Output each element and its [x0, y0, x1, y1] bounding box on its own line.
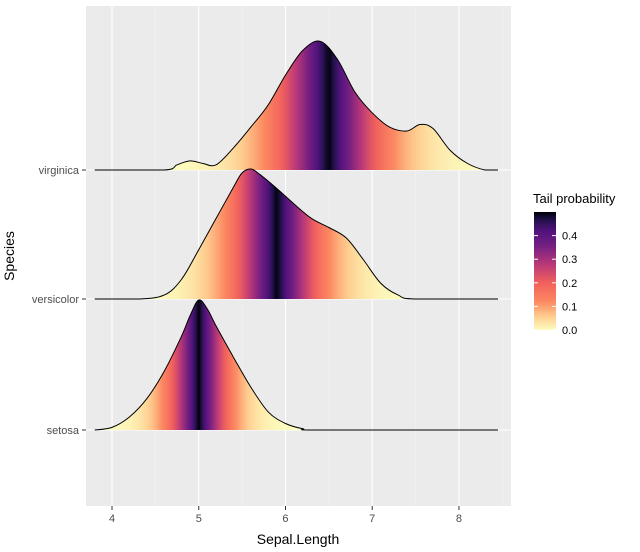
x-tick-label: 4 [109, 513, 115, 525]
legend-label: 0.4 [562, 231, 577, 243]
ridge-outline-virginica [94, 40, 498, 171]
legend-label: 0.2 [562, 278, 577, 290]
y-tick-label: virginica [39, 165, 80, 177]
ridge-fill-virginica [94, 41, 498, 171]
y-axis-title: Species [1, 231, 17, 281]
x-tick-label: 7 [369, 513, 375, 525]
density-ridges [94, 40, 498, 431]
x-tick-label: 5 [196, 513, 202, 525]
y-tick-label: setosa [47, 425, 80, 437]
y-tick-label: versicolor [32, 294, 79, 306]
x-tick-label: 6 [282, 513, 288, 525]
legend-title: Tail probability [533, 191, 616, 206]
ridge-fill-setosa [94, 299, 498, 430]
legend: Tail probability 0.4 0.3 0.2 0.1 0.0 [533, 191, 616, 337]
x-axis-title: Sepal.Length [257, 531, 340, 547]
axes: 4 5 6 7 8 setosa versicolor virginica [32, 165, 462, 525]
legend-colorbar [534, 212, 556, 330]
ridge-fill-versicolor [94, 168, 498, 299]
legend-ticks: 0.4 0.3 0.2 0.1 0.0 [534, 231, 577, 337]
x-tick-label: 8 [456, 513, 462, 525]
ridge-outline-setosa [94, 299, 498, 431]
legend-label: 0.0 [562, 325, 577, 337]
ridge-outline-versicolor [94, 168, 498, 300]
legend-label: 0.3 [562, 254, 577, 266]
legend-label: 0.1 [562, 301, 577, 313]
